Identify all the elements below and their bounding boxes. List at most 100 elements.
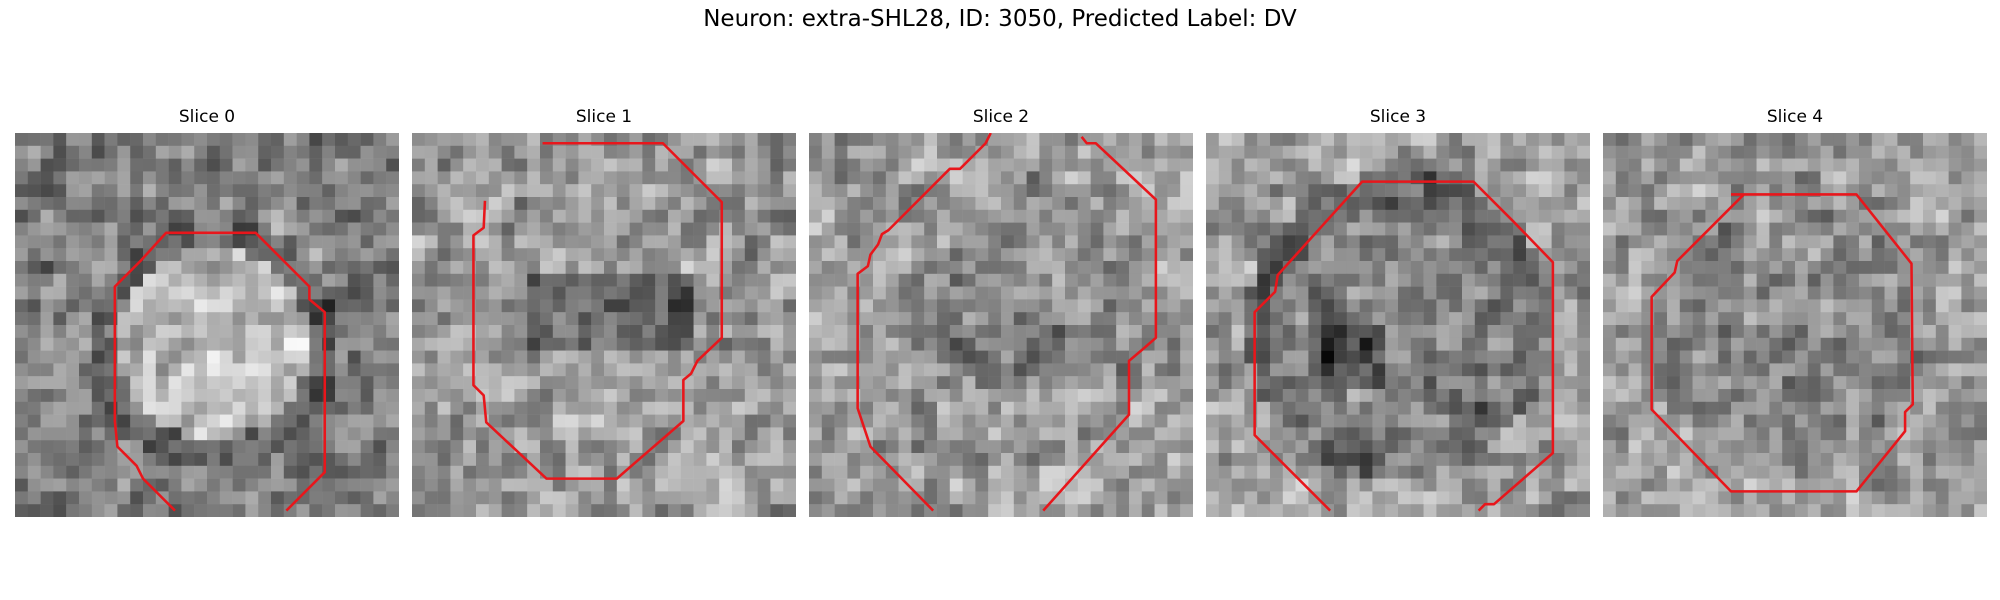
pixel [732,312,746,326]
pixel [924,145,938,159]
pixel [143,325,157,339]
pixel [168,414,182,428]
pixel [937,363,951,377]
pixel [1206,209,1220,223]
pixel [245,504,259,517]
pixel [1372,478,1386,492]
pixel [719,414,733,428]
pixel [309,273,323,287]
pixel [591,273,605,287]
pixel [1731,363,1745,377]
pixel [1820,440,1834,454]
pixel [194,453,208,467]
pixel [527,197,541,211]
pixel [1206,401,1220,415]
pixel [1667,414,1681,428]
pixel [360,286,374,300]
pixel [424,133,438,147]
pixel [1654,184,1668,198]
pixel [27,273,41,287]
pixel [1001,389,1015,403]
pixel [1884,337,1898,351]
pixel [514,222,528,236]
pixel [1538,197,1552,211]
pixel [1282,389,1296,403]
pixel [1090,478,1104,492]
pixel [1308,414,1322,428]
pixel [1436,376,1450,390]
pixel [1013,401,1027,415]
pixel [847,491,861,505]
pixel [1013,235,1027,249]
pixel [783,145,796,159]
pixel [53,504,67,517]
pixel [1615,286,1629,300]
pixel [744,248,758,262]
pixel [655,235,669,249]
pixel [885,184,899,198]
pixel [1141,350,1155,364]
pixel [1039,491,1053,505]
pixel [258,145,272,159]
pixel [488,145,502,159]
pixel [335,248,349,262]
pixel [873,325,887,339]
pixel [744,184,758,198]
pixel [988,325,1002,339]
pixel [1372,376,1386,390]
pixel [783,376,796,390]
pixel [1141,171,1155,185]
pixel [424,248,438,262]
pixel [40,491,54,505]
pixel [194,389,208,403]
pixel [1513,171,1527,185]
pixel [1538,299,1552,313]
pixel [1538,286,1552,300]
pixel [847,197,861,211]
pixel [1692,312,1706,326]
pixel [1910,261,1924,275]
pixel [1974,504,1987,517]
pixel [1474,286,1488,300]
pixel [1974,478,1987,492]
pixel [1065,171,1079,185]
pixel [821,491,835,505]
pixel [1948,273,1962,287]
pixel [924,440,938,454]
pixel [1180,414,1193,428]
pixel [283,478,297,492]
pixel [1628,478,1642,492]
pixel [283,133,297,147]
pixel [296,414,310,428]
pixel [27,414,41,428]
pixel [834,465,848,479]
pixel [1577,427,1590,441]
pixel [335,453,349,467]
pixel [988,158,1002,172]
pixel [860,363,874,377]
pixel [578,299,592,313]
pixel [1820,273,1834,287]
pixel [219,401,233,415]
pixel [373,299,387,313]
pixel [629,376,643,390]
pixel [53,197,67,211]
pixel [258,171,272,185]
pixel [1692,171,1706,185]
pixel [104,273,118,287]
pixel [1974,235,1987,249]
pixel [1513,440,1527,454]
pixel [27,337,41,351]
pixel [1436,145,1450,159]
pixel [450,504,464,517]
pixel [1615,133,1629,147]
pixel [27,465,41,479]
pixel [770,325,784,339]
pixel [1782,401,1796,415]
pixel [783,286,796,300]
pixel [1052,184,1066,198]
pixel [1090,197,1104,211]
pixel [1103,325,1117,339]
pixel [232,209,246,223]
pixel [1270,222,1284,236]
